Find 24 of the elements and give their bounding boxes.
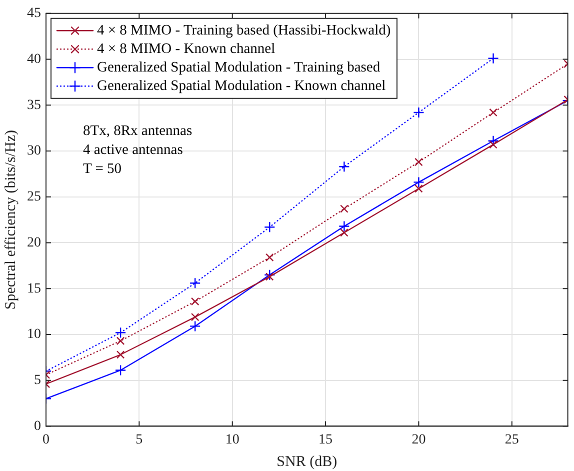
legend-label: Generalized Spatial Modulation - Known channel [97,78,386,94]
legend-label: 4 × 8 MIMO - Training based (Hassibi-Hockwald) [97,22,391,38]
y-tick-label: 5 [34,373,41,388]
y-tick-label: 25 [27,190,41,205]
y-tick-label: 10 [27,327,41,342]
legend-label: 4 × 8 MIMO - Known channel [97,40,276,57]
y-tick-label: 30 [27,144,41,159]
y-tick-label: 20 [27,235,41,250]
annotation: 4 active antennas [83,142,184,158]
x-tick-label: 10 [225,432,240,448]
y-tick-label: 35 [27,98,41,113]
y-tick-label: 15 [27,281,41,296]
y-axis-title: Spectral efficiency (bits/s/Hz) [2,130,19,310]
x-axis-title: SNR (dB) [276,454,338,470]
annotation: 8Tx, 8Rx antennas [83,123,192,140]
y-tick-label: 45 [27,6,41,22]
x-tick-label: 5 [136,432,143,448]
y-tick-label: 40 [27,52,41,67]
y-tick-label: 0 [34,418,41,434]
x-tick-label: 20 [412,432,426,448]
x-tick-label: 25 [504,432,519,448]
legend-label: Generalized Spatial Modulation - Training based [97,59,381,76]
x-tick-label: 15 [318,432,333,448]
annotation: T = 50 [83,161,122,178]
